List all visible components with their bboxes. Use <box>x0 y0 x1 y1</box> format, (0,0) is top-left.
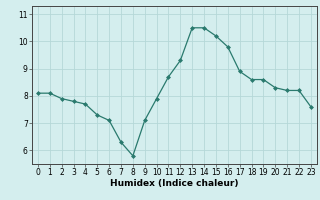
X-axis label: Humidex (Indice chaleur): Humidex (Indice chaleur) <box>110 179 239 188</box>
